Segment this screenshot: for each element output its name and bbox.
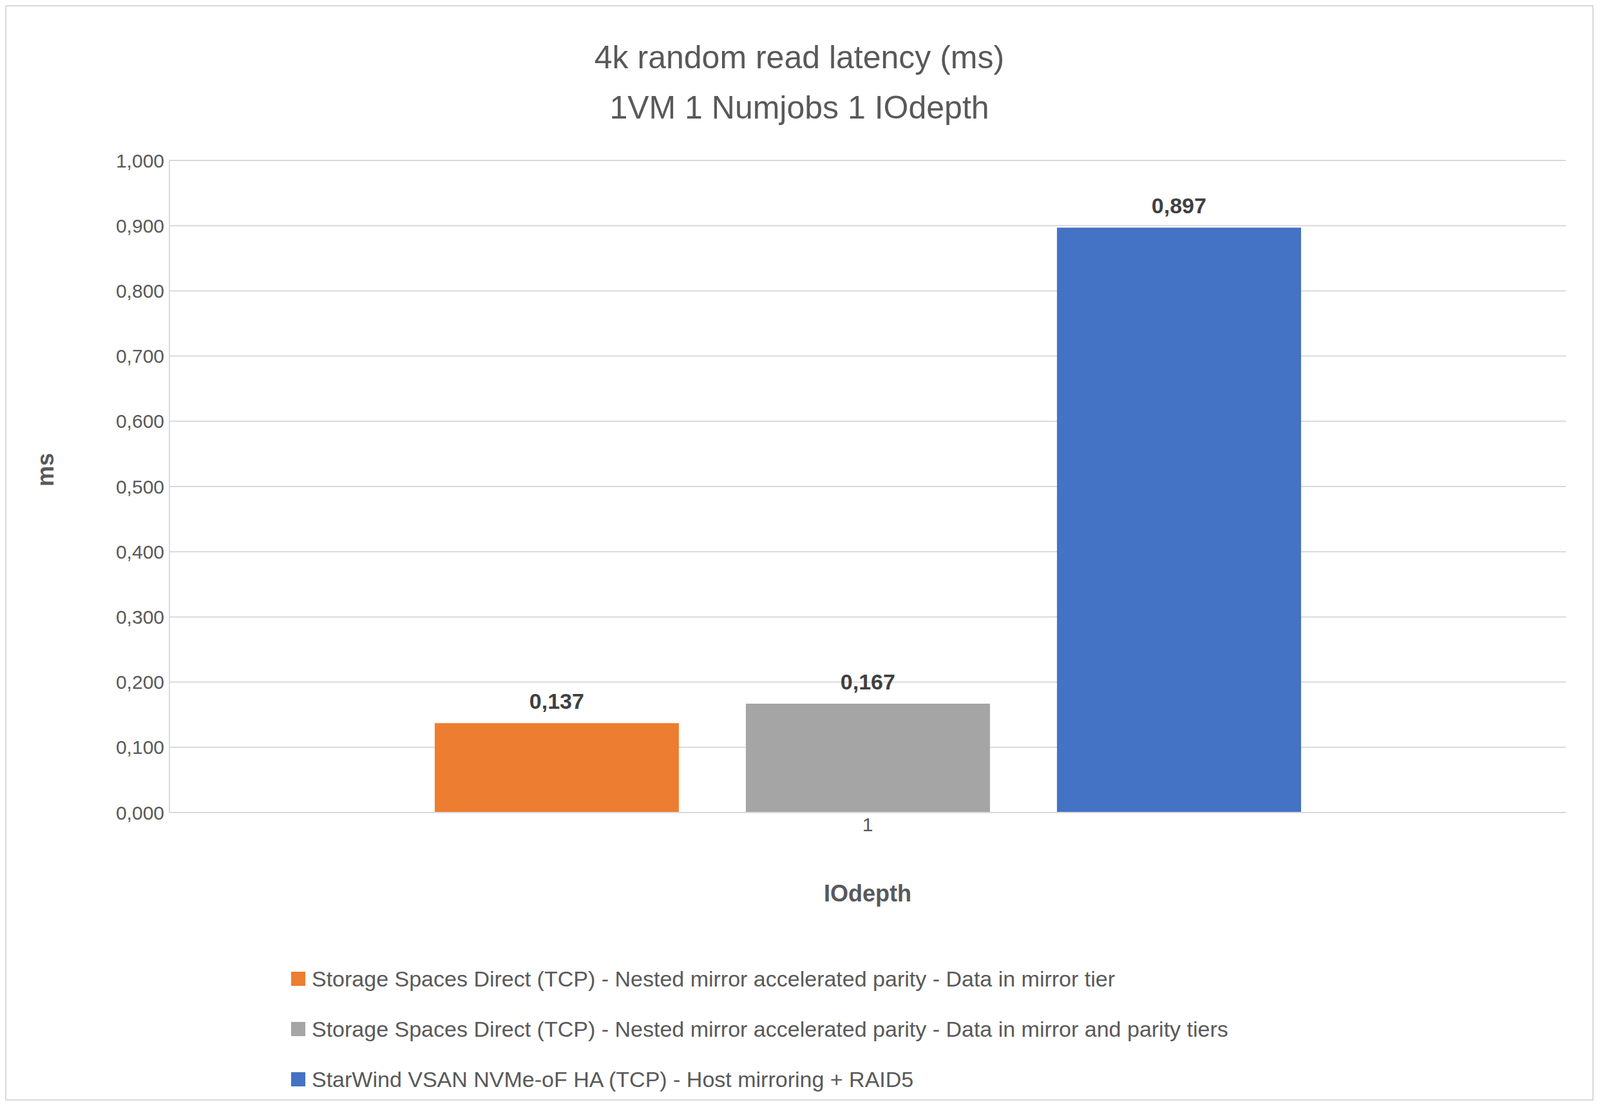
- svg-text:1,000: 1,000: [115, 150, 165, 172]
- svg-text:0,100: 0,100: [115, 736, 165, 758]
- svg-text:0,900: 0,900: [115, 215, 165, 237]
- svg-text:1: 1: [862, 813, 874, 835]
- svg-text:0,300: 0,300: [115, 606, 165, 628]
- svg-text:0,500: 0,500: [115, 476, 165, 498]
- svg-text:0,700: 0,700: [115, 345, 165, 367]
- svg-text:0,600: 0,600: [115, 410, 165, 432]
- svg-text:IOdepth: IOdepth: [823, 879, 912, 907]
- html-text:4k random read latency (ms): 4k random read latency (ms): [594, 39, 1005, 76]
- svg-text:0,200: 0,200: [115, 671, 165, 693]
- html-text:Storage Spaces Direct (TCP) -: Storage Spaces Direct (TCP) - Nested mir…: [311, 1016, 1229, 1041]
- svg-text:0,137: 0,137: [529, 688, 585, 714]
- html-text:Storage Spaces Direct (TCP) -: Storage Spaces Direct (TCP) - Nested mir…: [311, 965, 1115, 991]
- svg-text:0,000: 0,000: [115, 801, 165, 824]
- svg-text:ms: ms: [32, 452, 59, 487]
- svg-text:0,897: 0,897: [1151, 193, 1207, 218]
- svg-text:0,800: 0,800: [115, 280, 165, 302]
- html-text:1VM 1 Numjobs 1 IOdepth: 1VM 1 Numjobs 1 IOdepth: [609, 89, 990, 126]
- svg-text:0,400: 0,400: [115, 541, 165, 563]
- html-text:StarWind VSAN NVMe-oF HA (TCP): StarWind VSAN NVMe-oF HA (TCP) - Host mi…: [311, 1066, 914, 1091]
- svg-text:0,167: 0,167: [840, 669, 896, 694]
